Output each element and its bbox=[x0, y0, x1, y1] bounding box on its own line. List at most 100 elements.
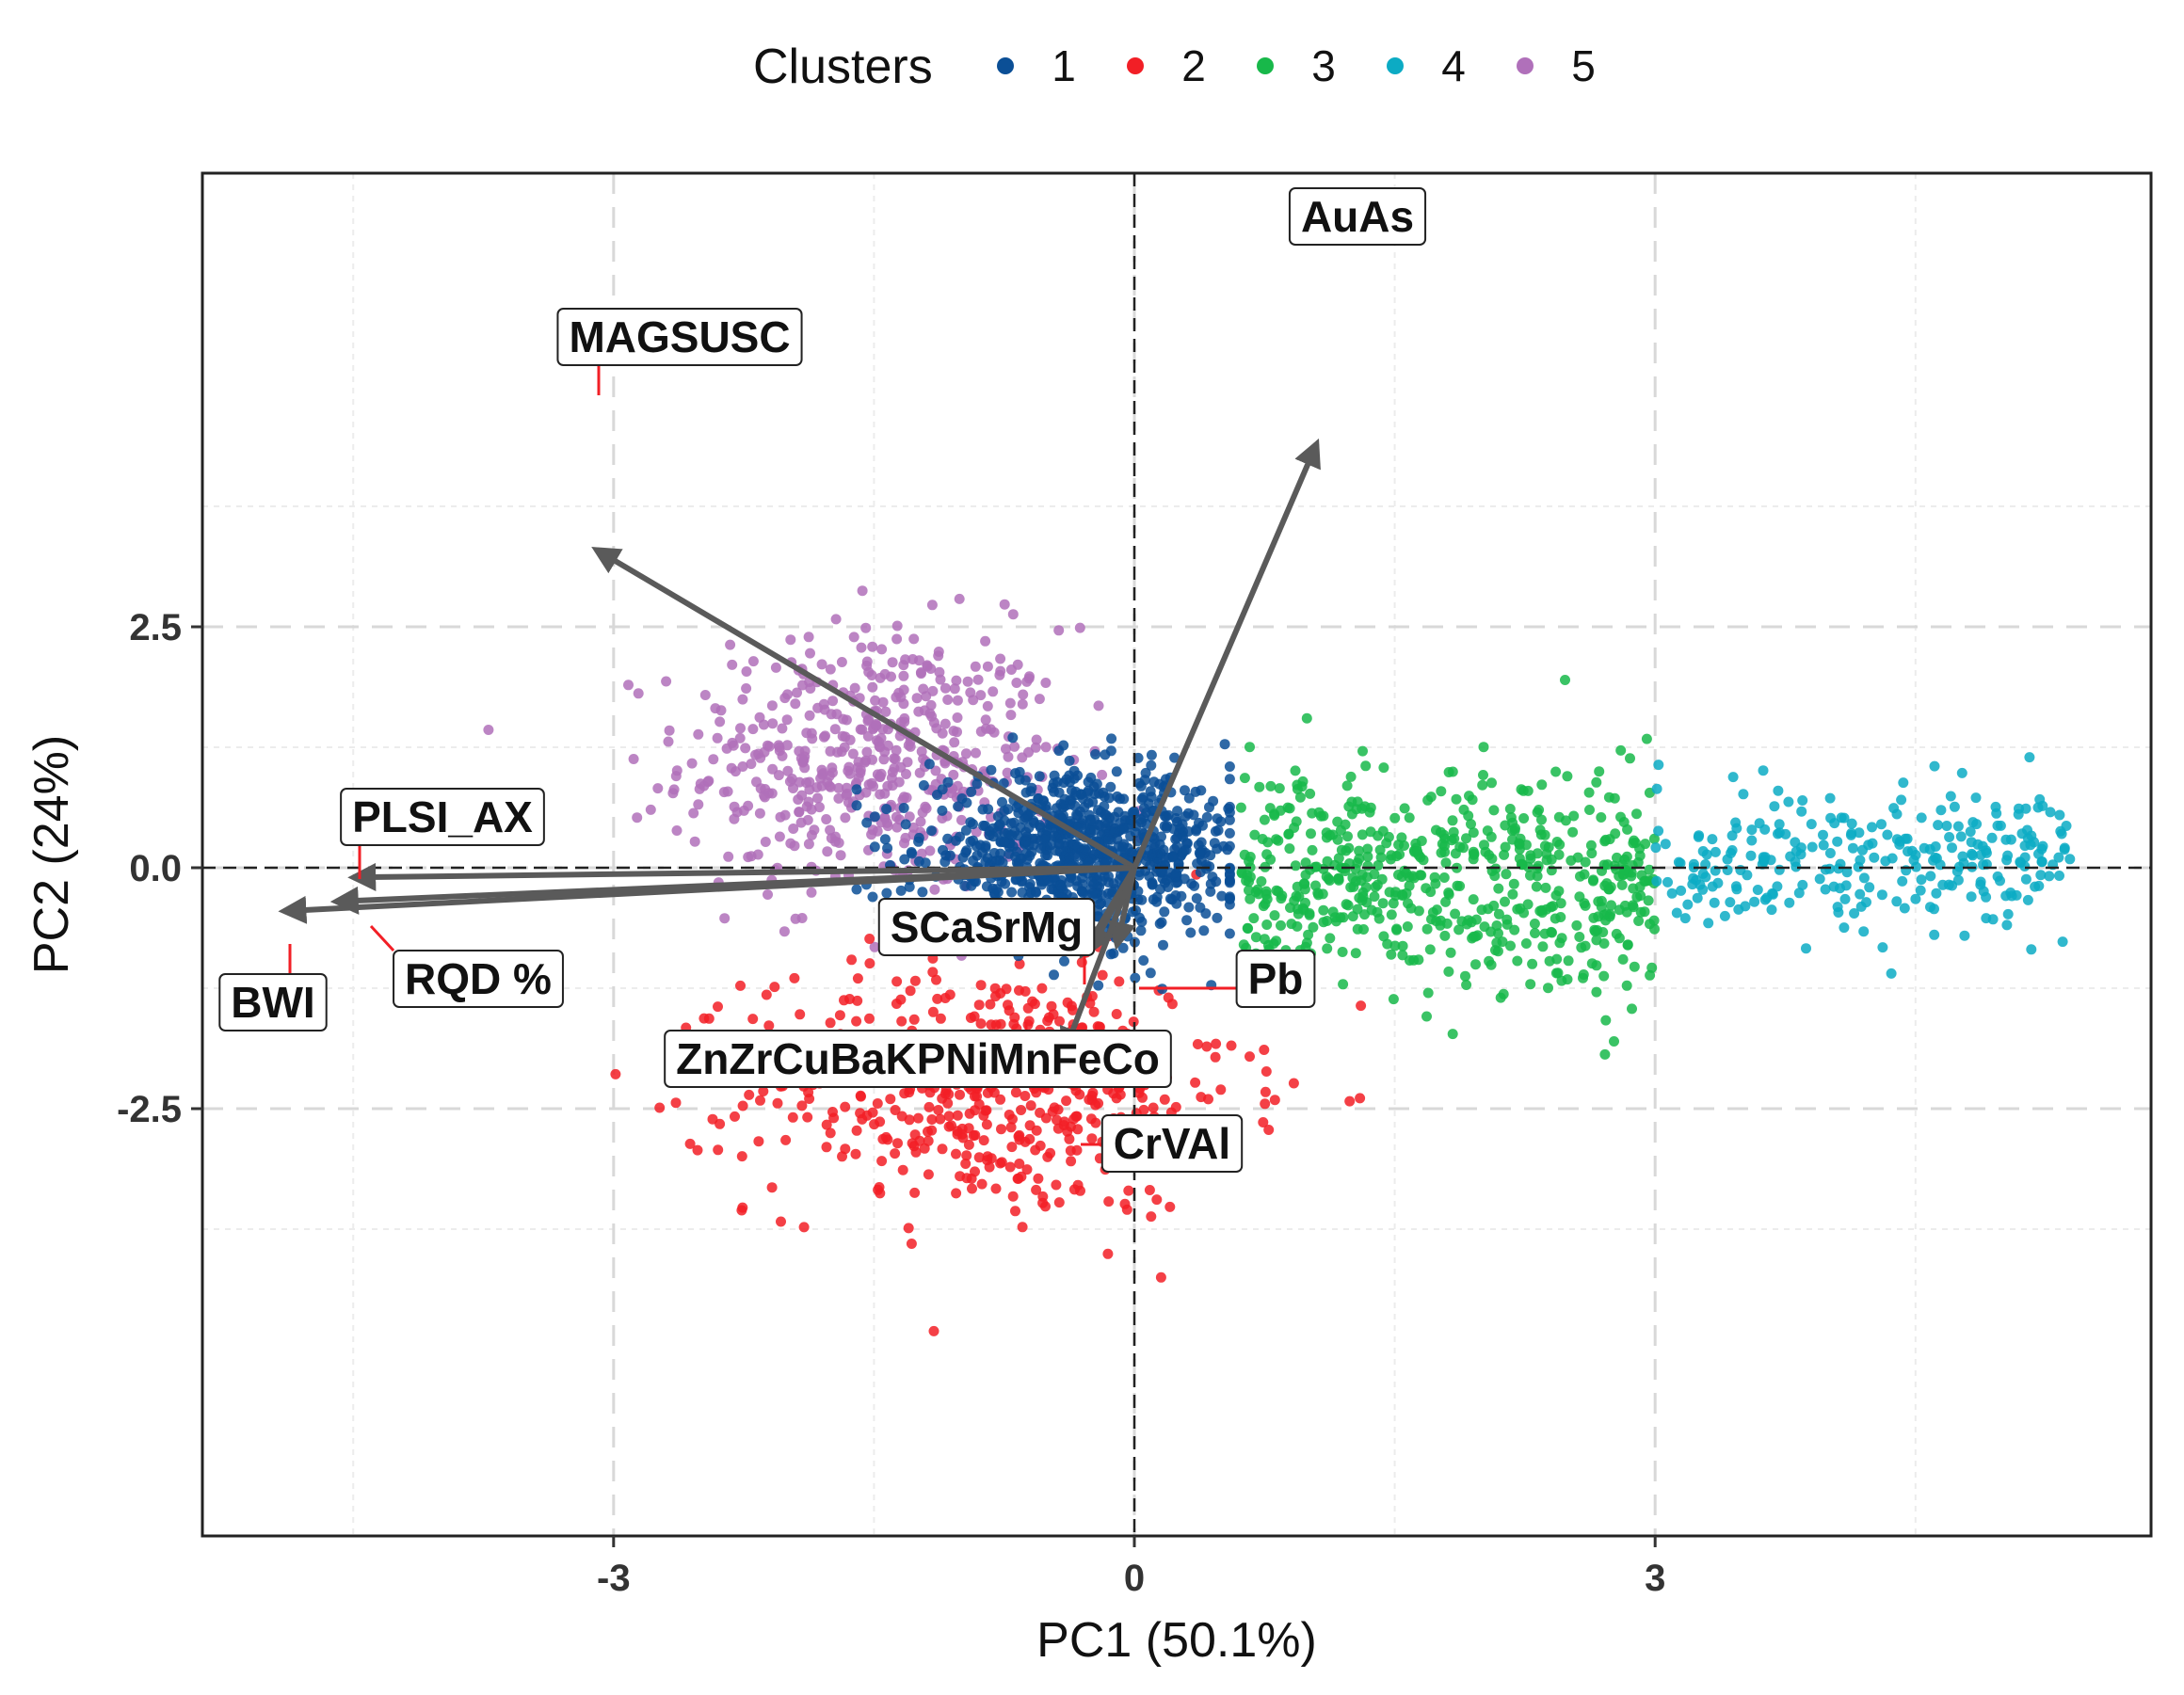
point bbox=[1171, 832, 1182, 843]
point bbox=[972, 674, 984, 685]
point bbox=[1486, 777, 1497, 789]
point bbox=[1639, 906, 1650, 918]
point bbox=[1248, 913, 1260, 924]
point bbox=[1536, 814, 1547, 825]
point bbox=[988, 727, 1000, 738]
point bbox=[1460, 970, 1470, 982]
point bbox=[827, 696, 839, 707]
vector-bwi bbox=[278, 865, 1135, 924]
point bbox=[1135, 814, 1147, 825]
point bbox=[843, 797, 854, 808]
point bbox=[999, 806, 1010, 817]
point bbox=[798, 1222, 810, 1233]
point bbox=[1450, 848, 1461, 859]
x-axis-ticks: -3 0 3 bbox=[597, 1536, 1665, 1599]
point bbox=[1534, 805, 1545, 815]
point bbox=[1536, 904, 1548, 916]
point bbox=[1111, 1093, 1122, 1104]
point bbox=[1066, 785, 1077, 796]
point bbox=[1970, 792, 1982, 804]
point bbox=[1301, 712, 1312, 724]
point bbox=[1628, 838, 1639, 849]
point bbox=[1454, 881, 1466, 891]
point bbox=[766, 1182, 778, 1193]
vector-label-plsi-ax: PLSI_AX bbox=[340, 788, 545, 879]
point bbox=[801, 728, 812, 739]
point bbox=[1694, 879, 1706, 890]
point bbox=[999, 599, 1010, 610]
point bbox=[1017, 1222, 1028, 1233]
point bbox=[842, 788, 853, 799]
point bbox=[753, 1136, 764, 1147]
point bbox=[999, 837, 1010, 848]
point bbox=[1518, 813, 1530, 824]
point bbox=[1520, 938, 1532, 949]
point bbox=[1254, 781, 1265, 792]
point bbox=[846, 954, 858, 966]
point bbox=[1341, 845, 1352, 856]
point bbox=[1869, 852, 1880, 863]
point bbox=[980, 1105, 991, 1116]
point bbox=[1383, 831, 1394, 842]
point bbox=[882, 842, 893, 854]
point bbox=[1797, 879, 1808, 890]
point bbox=[956, 814, 967, 825]
point bbox=[952, 712, 963, 723]
point bbox=[976, 847, 988, 858]
point bbox=[1797, 795, 1808, 806]
point bbox=[1343, 801, 1355, 812]
point bbox=[1003, 751, 1014, 762]
point bbox=[909, 975, 921, 986]
point bbox=[1084, 815, 1096, 826]
point bbox=[754, 808, 765, 819]
vector-label-bwi: BWI bbox=[218, 944, 328, 1031]
point bbox=[1766, 904, 1777, 916]
point bbox=[849, 682, 860, 694]
point bbox=[1818, 829, 1828, 840]
point bbox=[754, 712, 765, 723]
point bbox=[937, 784, 948, 795]
point bbox=[1357, 745, 1368, 757]
point bbox=[741, 666, 752, 677]
point bbox=[1991, 808, 2002, 819]
point bbox=[1023, 840, 1035, 851]
point bbox=[689, 836, 700, 847]
point bbox=[875, 772, 886, 782]
point bbox=[1854, 827, 1865, 839]
point bbox=[1580, 856, 1591, 868]
point bbox=[960, 824, 972, 836]
point bbox=[1539, 840, 1550, 852]
point bbox=[1017, 887, 1028, 898]
point bbox=[1007, 732, 1019, 744]
point bbox=[1194, 847, 1205, 858]
point bbox=[1215, 816, 1227, 827]
point bbox=[1132, 752, 1144, 763]
point bbox=[1167, 852, 1179, 863]
point bbox=[907, 654, 919, 664]
point bbox=[1958, 857, 1969, 869]
point bbox=[1239, 849, 1250, 860]
point bbox=[1421, 923, 1433, 935]
point bbox=[1361, 897, 1373, 908]
point bbox=[832, 746, 843, 758]
point bbox=[1384, 887, 1395, 898]
point bbox=[1601, 878, 1613, 889]
point bbox=[1995, 820, 2006, 831]
point bbox=[1284, 843, 1295, 855]
point bbox=[1180, 785, 1190, 796]
point bbox=[1396, 832, 1407, 843]
point bbox=[1369, 891, 1380, 903]
point bbox=[774, 831, 785, 842]
point bbox=[794, 807, 805, 818]
point bbox=[1066, 1156, 1077, 1167]
point bbox=[1004, 1110, 1015, 1120]
point bbox=[1464, 791, 1474, 802]
point bbox=[1429, 871, 1440, 883]
point bbox=[900, 654, 911, 665]
point bbox=[1554, 937, 1566, 949]
point bbox=[825, 1017, 836, 1029]
point bbox=[856, 1091, 866, 1102]
point bbox=[1578, 969, 1589, 980]
point bbox=[1308, 921, 1319, 933]
point bbox=[1687, 879, 1698, 890]
